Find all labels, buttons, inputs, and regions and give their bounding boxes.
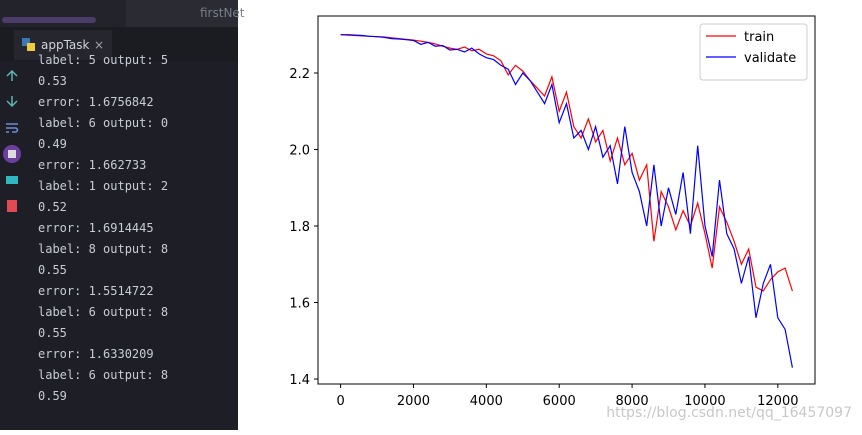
console-line: error: 1.6330209 bbox=[38, 347, 154, 361]
run-tab-label: appTask bbox=[41, 38, 90, 52]
x-tick-label: 12000 bbox=[757, 394, 798, 409]
y-tick-label: 1.4 bbox=[289, 373, 310, 388]
ide-panel bbox=[0, 0, 238, 430]
console-line: error: 1.6914445 bbox=[38, 221, 154, 235]
console-line: label: 5 output: 5 bbox=[38, 53, 168, 67]
scroll-end-glyph bbox=[8, 150, 16, 158]
y-tick-label: 1.8 bbox=[289, 220, 310, 235]
down-icon[interactable] bbox=[6, 96, 18, 108]
console-line: error: 1.5514722 bbox=[38, 284, 154, 298]
console: label: 5 output: 5 0.53 error: 1.6756842 la… bbox=[38, 53, 168, 403]
x-tick-label: 0 bbox=[336, 394, 344, 409]
delete-icon[interactable] bbox=[7, 200, 17, 212]
plot: 0 2000 4000 6000 8000 10000 12000 1.4 1.6 1.8 2.0 2… bbox=[289, 23, 852, 421]
scrollbar bbox=[2, 17, 96, 23]
x-tick-label: 8000 bbox=[616, 394, 649, 409]
console-line: label: 6 output: 8 bbox=[38, 368, 168, 382]
y-tick-label: 1.6 bbox=[289, 297, 310, 312]
console-line: 0.59 bbox=[38, 389, 67, 403]
editor-tab-label: firstNet bbox=[200, 6, 245, 20]
console-line: 0.49 bbox=[38, 137, 67, 151]
console-line: 0.53 bbox=[38, 74, 67, 88]
x-tick-label: 10000 bbox=[684, 394, 725, 409]
y-tick-label: 2.0 bbox=[289, 144, 310, 159]
python-icon bbox=[27, 43, 35, 51]
console-line: 0.55 bbox=[38, 263, 67, 277]
y-tick-label: 2.2 bbox=[289, 67, 310, 82]
python-icon bbox=[22, 38, 30, 46]
x-tick-label: 6000 bbox=[543, 394, 576, 409]
console-line: error: 1.662733 bbox=[38, 158, 146, 172]
console-line: label: 6 output: 8 bbox=[38, 305, 168, 319]
x-tick-label: 2000 bbox=[397, 394, 430, 409]
console-line: error: 1.6756842 bbox=[38, 95, 154, 109]
series-line bbox=[340, 34, 793, 292]
series-line bbox=[340, 34, 793, 368]
console-line: label: 1 output: 2 bbox=[38, 179, 168, 193]
console-line: 0.55 bbox=[38, 326, 67, 340]
editor-tab[interactable] bbox=[126, 0, 238, 27]
watermark: https://blog.csdn.net/qq_16457097 bbox=[606, 405, 852, 421]
close-icon[interactable]: × bbox=[94, 38, 104, 52]
console-line: label: 6 output: 0 bbox=[38, 116, 168, 130]
x-tick-label: 4000 bbox=[470, 394, 503, 409]
console-line: 0.52 bbox=[38, 200, 67, 214]
legend-box bbox=[699, 23, 808, 81]
legend-label: train bbox=[744, 30, 774, 45]
up-icon[interactable] bbox=[6, 69, 18, 81]
plot-frame bbox=[317, 15, 816, 385]
print-icon[interactable] bbox=[6, 176, 18, 184]
console-line: label: 8 output: 8 bbox=[38, 242, 168, 256]
legend-label: validate bbox=[744, 51, 796, 66]
wrap-icon[interactable] bbox=[6, 123, 19, 133]
